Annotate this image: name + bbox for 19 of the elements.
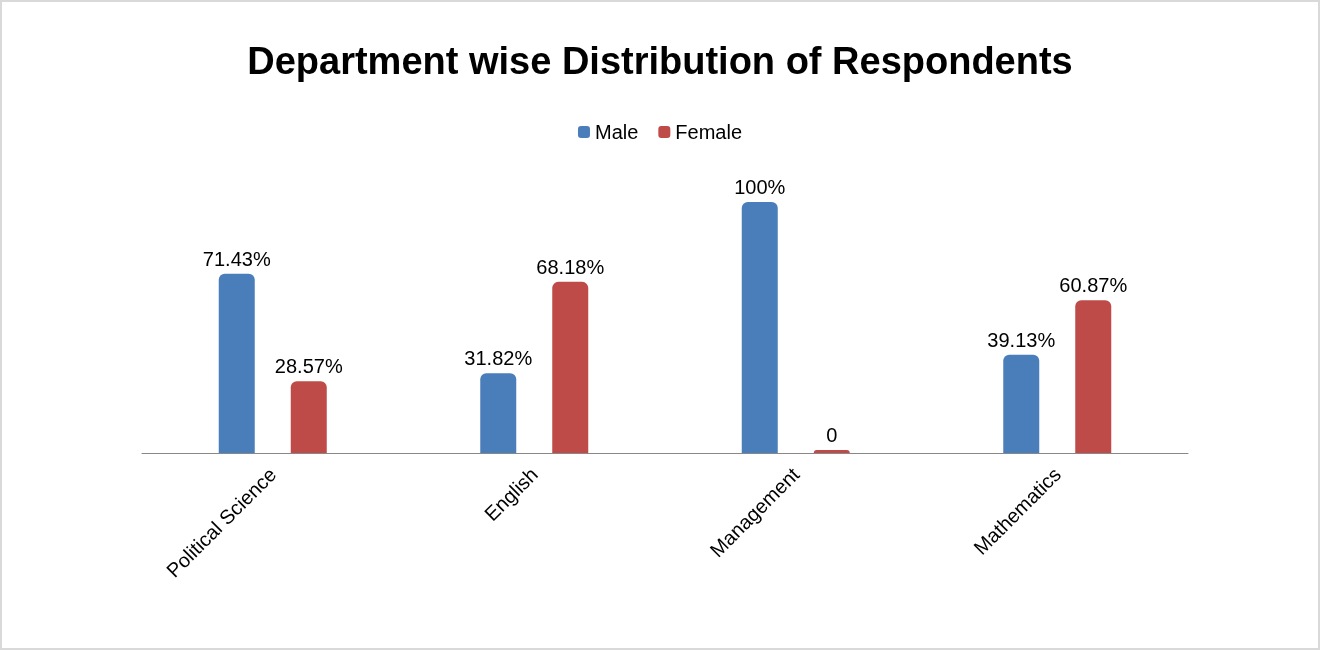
bar [480, 373, 517, 453]
legend-label: Female [675, 121, 743, 143]
data-label: 31.82% [464, 347, 533, 370]
chart-title: Department wise Distribution of Respondents [247, 40, 1073, 82]
bar [1075, 300, 1112, 453]
bar [1003, 354, 1040, 453]
data-label: 60.87% [1059, 274, 1128, 297]
legend-label: Male [594, 121, 639, 143]
bar [552, 281, 589, 453]
bar [813, 450, 850, 453]
bar [741, 202, 778, 453]
data-label: 0 [826, 424, 838, 446]
bar [290, 381, 327, 453]
data-label: 71.43% [202, 247, 271, 270]
data-label: 39.13% [987, 328, 1056, 351]
data-label: 100% [734, 176, 786, 198]
data-label: 68.18% [536, 255, 605, 278]
data-label: 28.57% [274, 355, 343, 378]
bar [218, 273, 255, 453]
